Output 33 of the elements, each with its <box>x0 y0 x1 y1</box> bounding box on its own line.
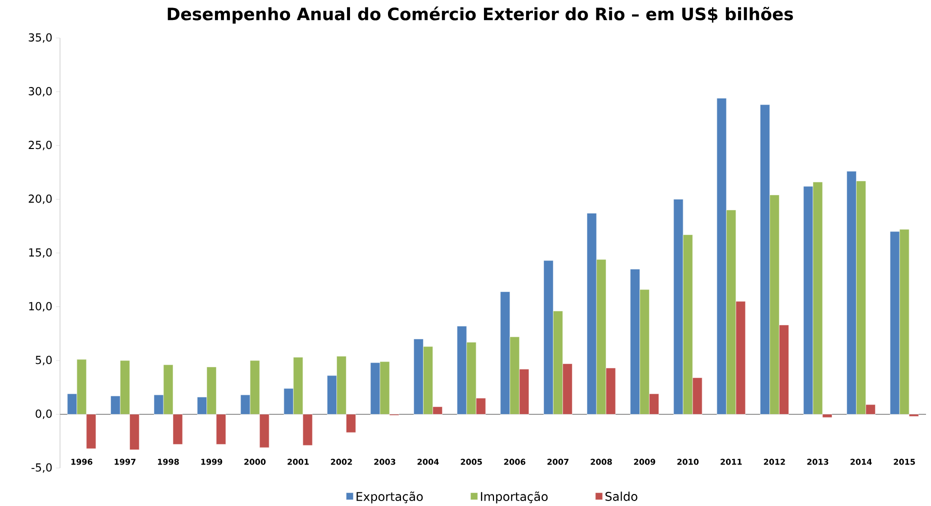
x-tick-label: 2014 <box>850 458 872 465</box>
y-tick-label: 5,0 <box>36 356 52 366</box>
x-tick-label: 2000 <box>244 458 266 465</box>
y-tick-label: -5,0 <box>32 463 52 473</box>
x-tick-label: 2001 <box>288 458 309 465</box>
x-tick-label: 2010 <box>677 458 699 465</box>
legend-label: Saldo <box>605 492 638 501</box>
x-tick-label: 2008 <box>590 458 612 465</box>
y-tick-label: 20,0 <box>28 194 52 204</box>
y-tick-label: 25,0 <box>28 140 52 150</box>
x-tick-label: 2002 <box>330 458 352 465</box>
x-tick-label: 2013 <box>807 458 828 465</box>
x-tick-label: 2004 <box>418 458 439 465</box>
x-tick-label: 2015 <box>894 458 915 465</box>
y-tick-label: 15,0 <box>29 248 52 258</box>
y-tick-label: 10,0 <box>29 302 52 312</box>
chart-title: Desempenho Anual do Comércio Exterior do Rio – em US$ bilhões <box>168 6 793 24</box>
x-tick-label: 2012 <box>764 458 785 465</box>
x-tick-label: 2009 <box>634 458 656 465</box>
x-tick-label: 2005 <box>460 458 482 465</box>
x-tick-label: 2011 <box>720 458 742 465</box>
x-tick-label: 2003 <box>374 458 396 465</box>
x-tick-label: 2006 <box>504 458 526 465</box>
y-tick-label: 30,0 <box>28 87 52 96</box>
x-tick-label: 1998 <box>158 458 179 465</box>
y-tick-label: 35,0 <box>28 33 52 43</box>
y-tick-label: 0,0 <box>36 410 52 419</box>
x-tick-label: 2007 <box>547 458 568 465</box>
x-tick-label: 1996 <box>71 458 92 465</box>
x-tick-label: 1997 <box>114 458 136 465</box>
legend-label: Exportação <box>356 492 423 504</box>
x-tick-label: 1999 <box>201 458 222 465</box>
legend-label: Importação <box>480 492 548 504</box>
